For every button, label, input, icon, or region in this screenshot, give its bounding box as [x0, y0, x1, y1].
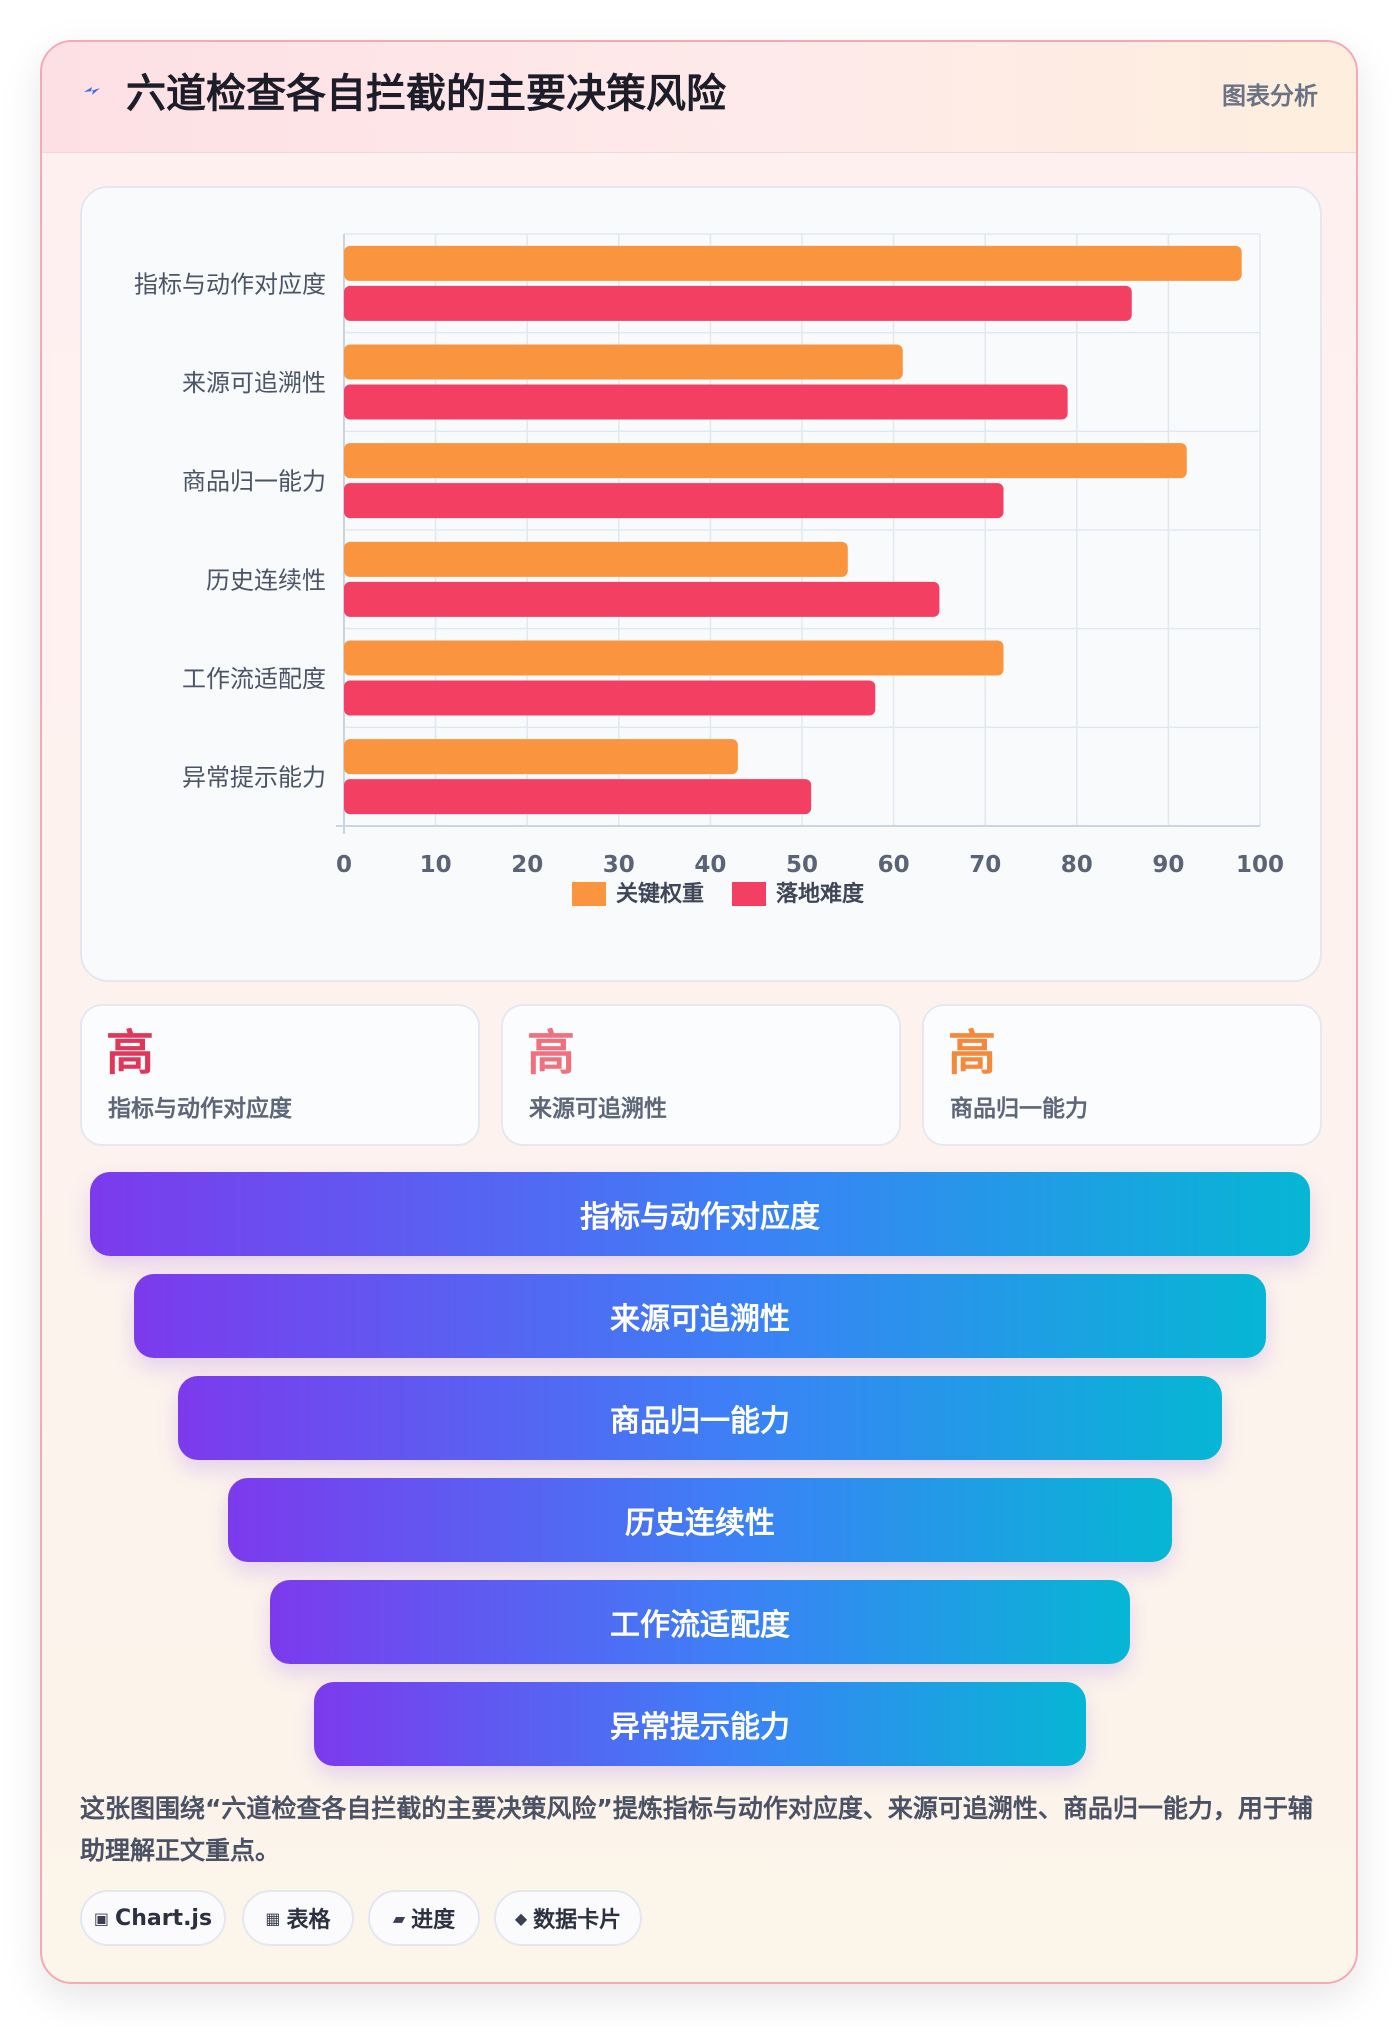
- funnel-step: 历史连续性: [228, 1478, 1172, 1562]
- y-tick-label: 来源可追溯性: [182, 369, 326, 397]
- funnel-step: 商品归一能力: [178, 1376, 1222, 1460]
- funnel-step: 指标与动作对应度: [90, 1172, 1310, 1256]
- x-tick-label: 70: [969, 852, 1001, 878]
- funnel-step: 来源可追溯性: [134, 1274, 1266, 1358]
- progress-icon: ▰: [392, 1908, 406, 1928]
- x-tick-label: 80: [1061, 852, 1093, 878]
- table-icon: ▦: [265, 1908, 281, 1928]
- stat-value: 高: [106, 1025, 155, 1081]
- stat-value: 高: [527, 1025, 576, 1081]
- bar: [344, 384, 1068, 420]
- y-tick-label: 工作流适配度: [182, 665, 326, 693]
- x-tick-label: 10: [420, 852, 452, 878]
- bar: [344, 680, 876, 716]
- bar: [344, 581, 940, 617]
- diamond-icon: ◆: [514, 1908, 528, 1928]
- bar: [344, 443, 1187, 479]
- x-tick-label: 30: [603, 852, 635, 878]
- legend-label: 落地难度: [776, 881, 865, 907]
- chip-data-cards[interactable]: ◆ 数据卡片: [494, 1890, 642, 1946]
- legend-swatch: [732, 882, 766, 906]
- bar: [344, 640, 1004, 676]
- funnel-step: 异常提示能力: [314, 1682, 1086, 1766]
- bar: [344, 541, 848, 577]
- chip-table[interactable]: ▦ 表格: [242, 1890, 354, 1946]
- x-tick-label: 90: [1152, 852, 1184, 878]
- y-tick-label: 异常提示能力: [182, 764, 326, 792]
- chip-progress[interactable]: ▰ 进度: [368, 1890, 480, 1946]
- stat-card: 高 商品归一能力: [922, 1004, 1322, 1146]
- x-tick-label: 50: [786, 852, 818, 878]
- x-tick-label: 100: [1236, 852, 1284, 878]
- chart-panel: 指标与动作对应度来源可追溯性 商品归一能力历史连续性工作流适配度 异常提示能力 0 10…: [80, 186, 1322, 982]
- chart-description: 这张图围绕“六道检查各自拦截的主要决策风险”提炼指标与动作对应度、来源可追溯性、…: [80, 1794, 1313, 1865]
- y-tick-label: 商品归一能力: [182, 468, 326, 496]
- bar: [344, 483, 1004, 519]
- x-tick-label: 20: [511, 852, 543, 878]
- x-tick-label: 60: [878, 852, 910, 878]
- stat-card: 高 指标与动作对应度: [80, 1004, 480, 1146]
- legend-swatch: [572, 882, 606, 906]
- stat-label: 商品归一能力: [950, 1096, 1088, 1122]
- stat-label: 来源可追溯性: [529, 1096, 667, 1122]
- chart-icon: ▣: [93, 1908, 110, 1928]
- bar: [344, 739, 738, 775]
- bar: [344, 344, 903, 380]
- stat-label: 指标与动作对应度: [108, 1096, 292, 1122]
- chip-label: 表格: [286, 1908, 331, 1933]
- stat-card: 高 来源可追溯性: [501, 1004, 901, 1146]
- chip-label: Chart.js: [115, 1905, 213, 1931]
- bar: [344, 245, 1242, 281]
- card-header: 六道检查各自拦截的主要决策风险 图表分析: [42, 42, 1356, 153]
- legend-label: 关键权重: [616, 881, 704, 907]
- chart-card: 六道检查各自拦截的主要决策风险 图表分析 指标与动作对应度 来源可追溯性 商品归一能…: [40, 40, 1358, 1984]
- funnel-step: 工作流适配度: [270, 1580, 1130, 1664]
- stat-value: 高: [948, 1025, 997, 1081]
- page-title: 六道检查各自拦截的主要决策风险: [126, 71, 726, 117]
- x-tick-label: 0: [336, 852, 352, 878]
- bar: [344, 285, 1132, 321]
- chart-analysis-label: 图表分析: [1222, 82, 1318, 110]
- chip-label: 数据卡片: [533, 1908, 622, 1933]
- bar: [344, 779, 812, 815]
- x-tick-label: 40: [694, 852, 726, 878]
- chip-chartjs[interactable]: ▣ Chart.js: [80, 1890, 226, 1946]
- lightning-icon: [84, 87, 100, 95]
- chip-label: 进度: [411, 1908, 456, 1933]
- y-tick-label: 指标与动作对应度: [134, 270, 326, 298]
- y-tick-label: 历史连续性: [206, 566, 326, 594]
